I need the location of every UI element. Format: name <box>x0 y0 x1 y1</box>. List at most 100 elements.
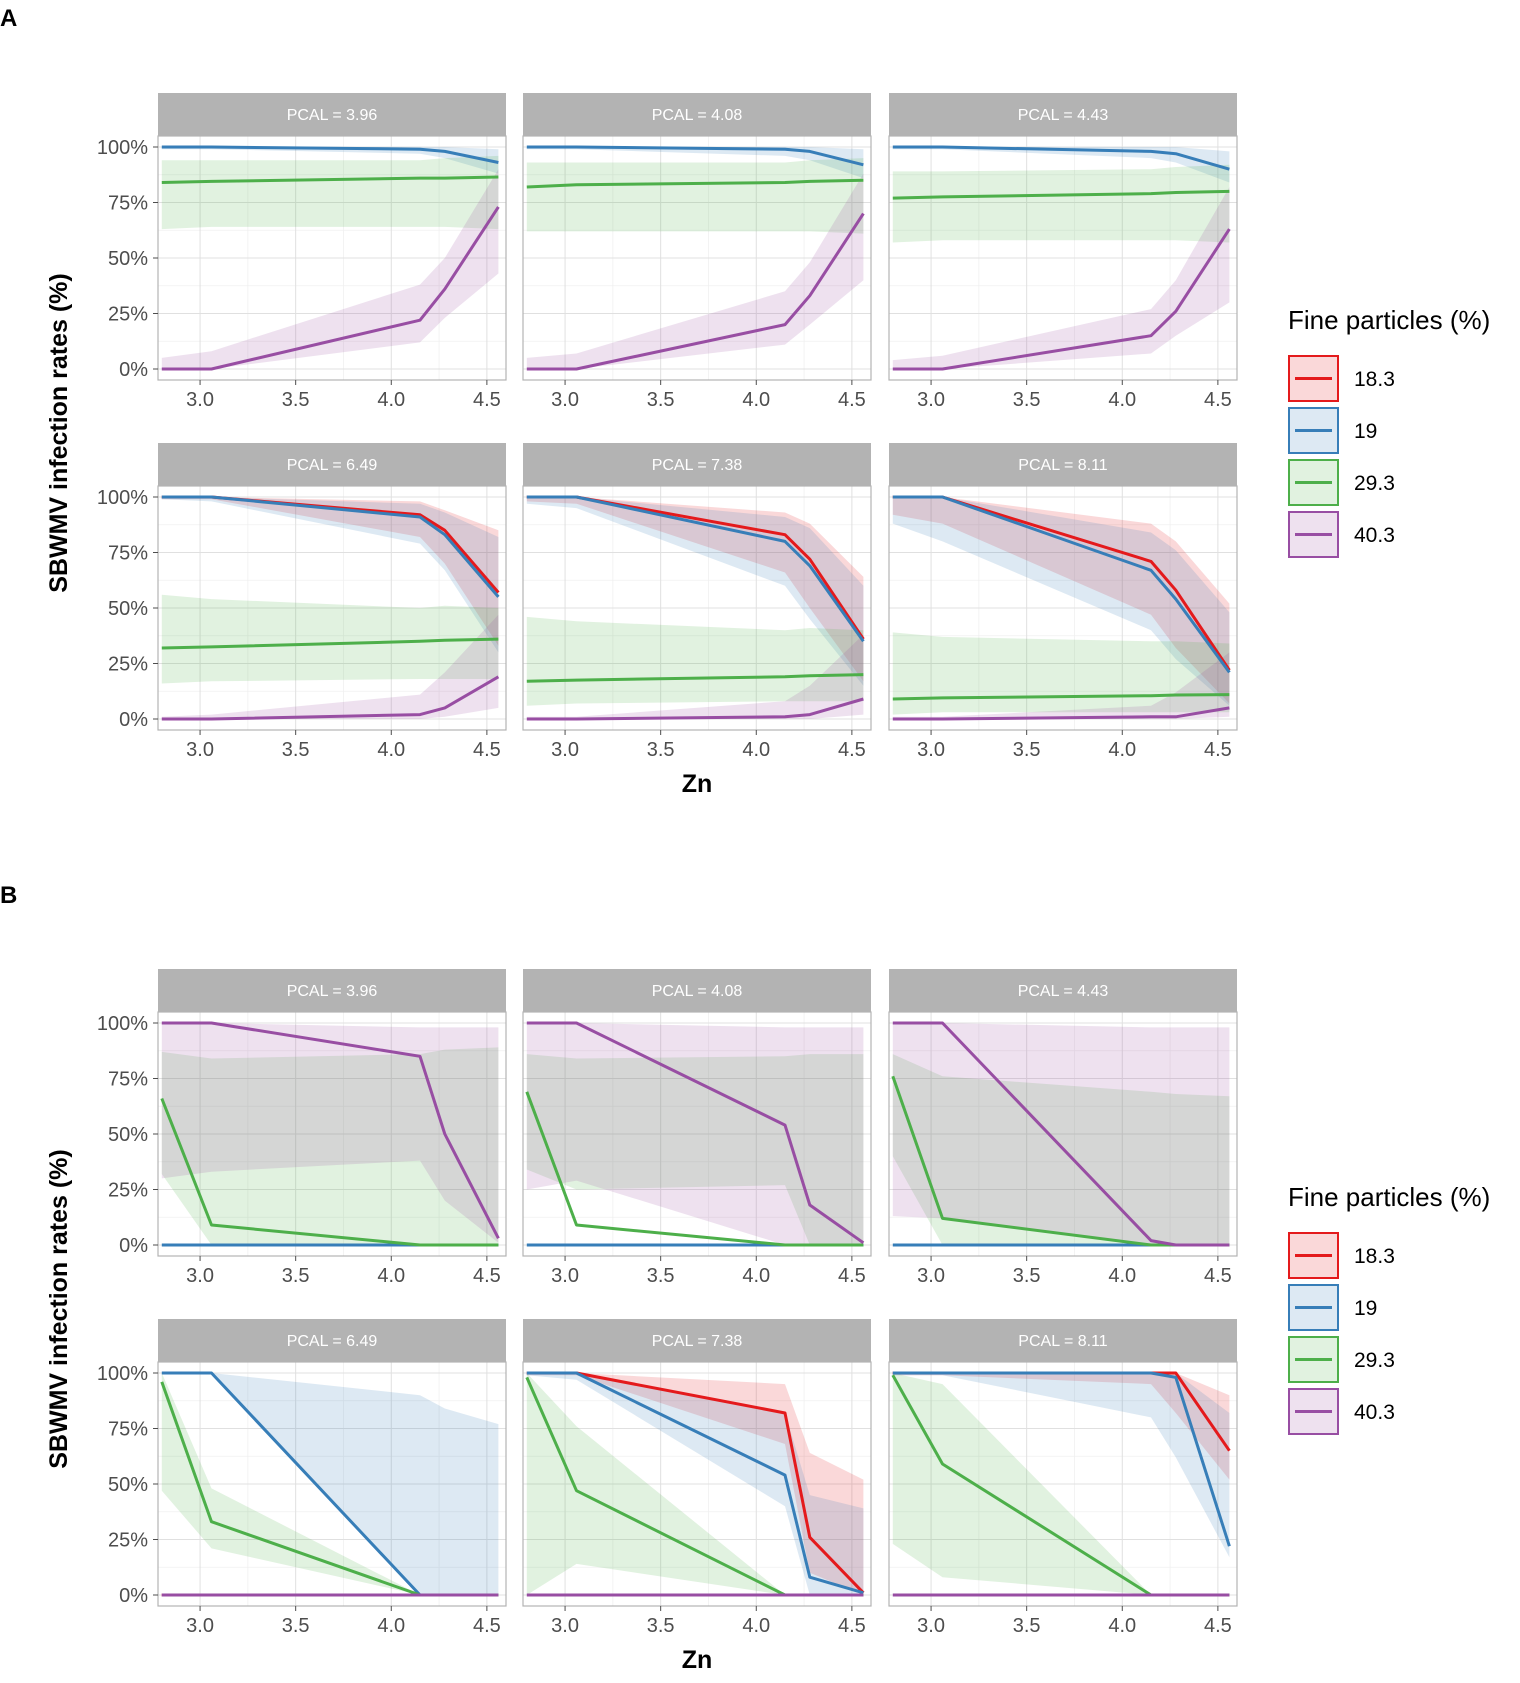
y-tick-label: 25% <box>108 304 148 326</box>
facet-panel: PCAL = 4.43 3.0 3.5 4.0 4.5 <box>888 969 1238 1287</box>
x-tick-label: 4.0 <box>742 389 770 411</box>
confidence-band-29-3 <box>161 1373 499 1595</box>
facet-strip-label: PCAL = 8.11 <box>1018 1333 1107 1350</box>
y-tick-label: 50% <box>108 248 148 270</box>
confidence-band-19 <box>892 1373 1230 1558</box>
x-tick-label: 4.5 <box>1204 389 1232 411</box>
confidence-band-18-3 <box>526 497 864 682</box>
x-tick-label: 4.5 <box>838 1615 866 1637</box>
x-tick-label: 4.0 <box>1108 1615 1136 1637</box>
facet-strip <box>158 969 506 1012</box>
confidence-band-29-3 <box>161 594 499 684</box>
confidence-band-29-3 <box>526 1373 864 1595</box>
x-tick-label: 3.5 <box>1013 1615 1041 1637</box>
x-tick-label: 4.0 <box>742 1265 770 1287</box>
facet-panel: PCAL = 6.49 3.0 3.5 4.0 4.5 0% 25% 50% 75% 100% <box>97 443 507 761</box>
y-tick-label: 50% <box>108 1474 148 1496</box>
confidence-band-29-3 <box>526 1054 864 1245</box>
confidence-band-29-3 <box>892 1373 1230 1595</box>
facet-strip-label: PCAL = 8.11 <box>1018 457 1107 474</box>
facet-strip-label: PCAL = 3.96 <box>287 107 378 124</box>
series-line-40-3 <box>892 1021 1230 1247</box>
x-tick-label: 3.0 <box>186 389 214 411</box>
facet-strip <box>889 443 1237 486</box>
series-line-40-3 <box>526 1021 865 1245</box>
x-tick-label: 4.5 <box>473 389 501 411</box>
series-line-19 <box>161 495 500 598</box>
x-tick-label: 3.0 <box>917 1265 945 1287</box>
series-line-40-3 <box>161 206 500 371</box>
y-tick-label: 0% <box>119 709 148 731</box>
series-line-40-3 <box>892 228 1231 371</box>
facet-strip-label: PCAL = 3.96 <box>287 983 378 1000</box>
facet-strip <box>158 443 506 486</box>
y-tick-label: 100% <box>97 1363 148 1385</box>
y-tick-label: 25% <box>108 654 148 676</box>
x-tick-label: 3.0 <box>186 1615 214 1637</box>
x-tick-label: 4.0 <box>377 739 405 761</box>
y-tick-label: 75% <box>108 543 148 565</box>
facet-strip <box>889 969 1237 1012</box>
facet-strip-label: PCAL = 4.08 <box>652 983 743 1000</box>
facet-strip <box>523 93 871 136</box>
y-tick-label: 75% <box>108 1419 148 1441</box>
facet-panel: PCAL = 4.08 3.0 3.5 4.0 4.5 <box>522 969 872 1287</box>
confidence-band-29-3 <box>161 155 499 230</box>
confidence-band-19 <box>892 497 1230 706</box>
series-line-19 <box>526 145 864 167</box>
x-tick-label: 3.5 <box>282 389 310 411</box>
x-tick-label: 4.0 <box>1108 739 1136 761</box>
series-line-29-3 <box>526 178 864 189</box>
legend-label-18-3: 18.3 <box>1354 368 1395 391</box>
confidence-band-40-3 <box>526 634 864 719</box>
x-tick-label: 4.5 <box>1204 1615 1232 1637</box>
x-tick-label: 4.0 <box>742 1615 770 1637</box>
x-tick-label: 3.0 <box>551 739 579 761</box>
x-tick-label: 3.5 <box>647 1265 675 1287</box>
y-tick-label: 100% <box>97 1013 148 1035</box>
facet-strip <box>158 1319 506 1362</box>
legend-label-18-3: 18.3 <box>1354 1245 1395 1268</box>
x-tick-label: 3.0 <box>186 739 214 761</box>
facet-strip-label: PCAL = 7.38 <box>652 1333 743 1350</box>
facet-strip <box>523 969 871 1012</box>
facet-strip-label: PCAL = 4.43 <box>1018 983 1109 1000</box>
x-tick-label: 4.5 <box>473 1615 501 1637</box>
x-tick-label: 3.0 <box>551 389 579 411</box>
panel-letter: A <box>0 5 17 32</box>
series-line-19 <box>892 1371 1231 1547</box>
chart-A: A PCAL = 3.96 3.0 3.5 4.0 4.5 0% 25% 50% 75% 100% P… <box>0 5 1490 798</box>
facet-panel: PCAL = 3.96 3.0 3.5 4.0 4.5 0% 25% 50% 75% 100% <box>97 969 507 1287</box>
confidence-band-40-3 <box>526 1023 864 1245</box>
panel-letter: B <box>0 882 17 909</box>
confidence-band-40-3 <box>161 169 499 369</box>
series-line-29-3 <box>160 1097 499 1247</box>
facet-strip-label: PCAL = 4.43 <box>1018 107 1109 124</box>
y-tick-label: 100% <box>97 487 148 509</box>
y-tick-label: 0% <box>119 1235 148 1257</box>
x-tick-label: 4.5 <box>838 739 866 761</box>
x-tick-label: 4.0 <box>377 1265 405 1287</box>
facet-panel: PCAL = 8.11 3.0 3.5 4.0 4.5 <box>888 443 1238 761</box>
facet-strip <box>523 1319 871 1362</box>
series-line-40-3 <box>526 212 865 371</box>
facet-panel: PCAL = 7.38 3.0 3.5 4.0 4.5 <box>522 443 872 761</box>
y-tick-label: 0% <box>119 1585 148 1607</box>
facet-strip-label: PCAL = 6.49 <box>287 457 378 474</box>
confidence-band-19 <box>526 497 864 686</box>
legend-title: Fine particles (%) <box>1288 305 1490 335</box>
series-line-19 <box>892 145 1230 171</box>
facet-panel: PCAL = 4.08 3.0 3.5 4.0 4.5 <box>522 93 872 411</box>
x-tick-label: 3.5 <box>647 389 675 411</box>
panel-border <box>888 135 1238 381</box>
series-line-29-3 <box>525 1091 864 1247</box>
legend-label-19: 19 <box>1354 420 1377 443</box>
facet-strip <box>523 443 871 486</box>
confidence-band-19 <box>526 147 864 179</box>
confidence-band-29-3 <box>892 164 1230 243</box>
confidence-band-19 <box>161 1373 499 1595</box>
x-tick-label: 3.5 <box>647 739 675 761</box>
x-tick-label: 3.0 <box>186 1265 214 1287</box>
